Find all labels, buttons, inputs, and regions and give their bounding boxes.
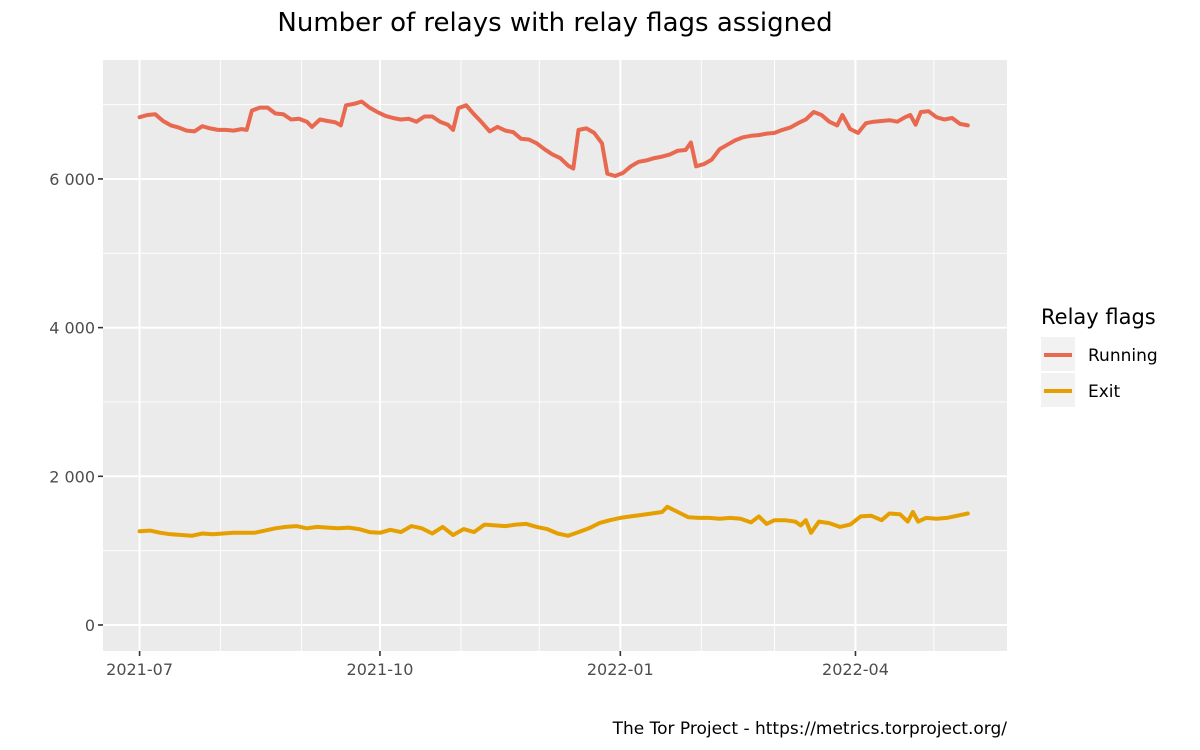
y-tick-label: 0 [85,616,95,635]
x-tick-label: 2022-01 [587,660,654,679]
grid-major [103,60,1007,651]
y-tick-label: 2 000 [49,467,95,486]
chart-title: Number of relays with relay flags assign… [277,8,832,38]
x-tick-label: 2021-07 [106,660,173,679]
legend-entry-exit: Exit [1041,373,1121,407]
legend-label: Running [1088,346,1158,366]
legend-entry-running: Running [1041,337,1158,371]
x-tick-label: 2021-10 [347,660,414,679]
plot-panel [103,60,1007,651]
y-tick-label: 6 000 [49,170,95,189]
y-tick-label: 4 000 [49,319,95,338]
y-axis: 0 2 000 4 000 6 000 [49,170,103,635]
legend: Relay flags Running Exit [1041,305,1158,407]
x-axis: 2021-07 2021-10 2022-01 2022-04 [106,651,889,679]
chart-caption: The Tor Project - https://metrics.torpro… [612,719,1008,739]
series-line-exit [137,504,970,538]
legend-label: Exit [1088,382,1121,402]
x-tick-label: 2022-04 [822,660,889,679]
series-line-running [137,99,970,178]
legend-title: Relay flags [1041,305,1156,329]
grid-minor [103,60,1007,651]
series-layer [137,99,970,538]
